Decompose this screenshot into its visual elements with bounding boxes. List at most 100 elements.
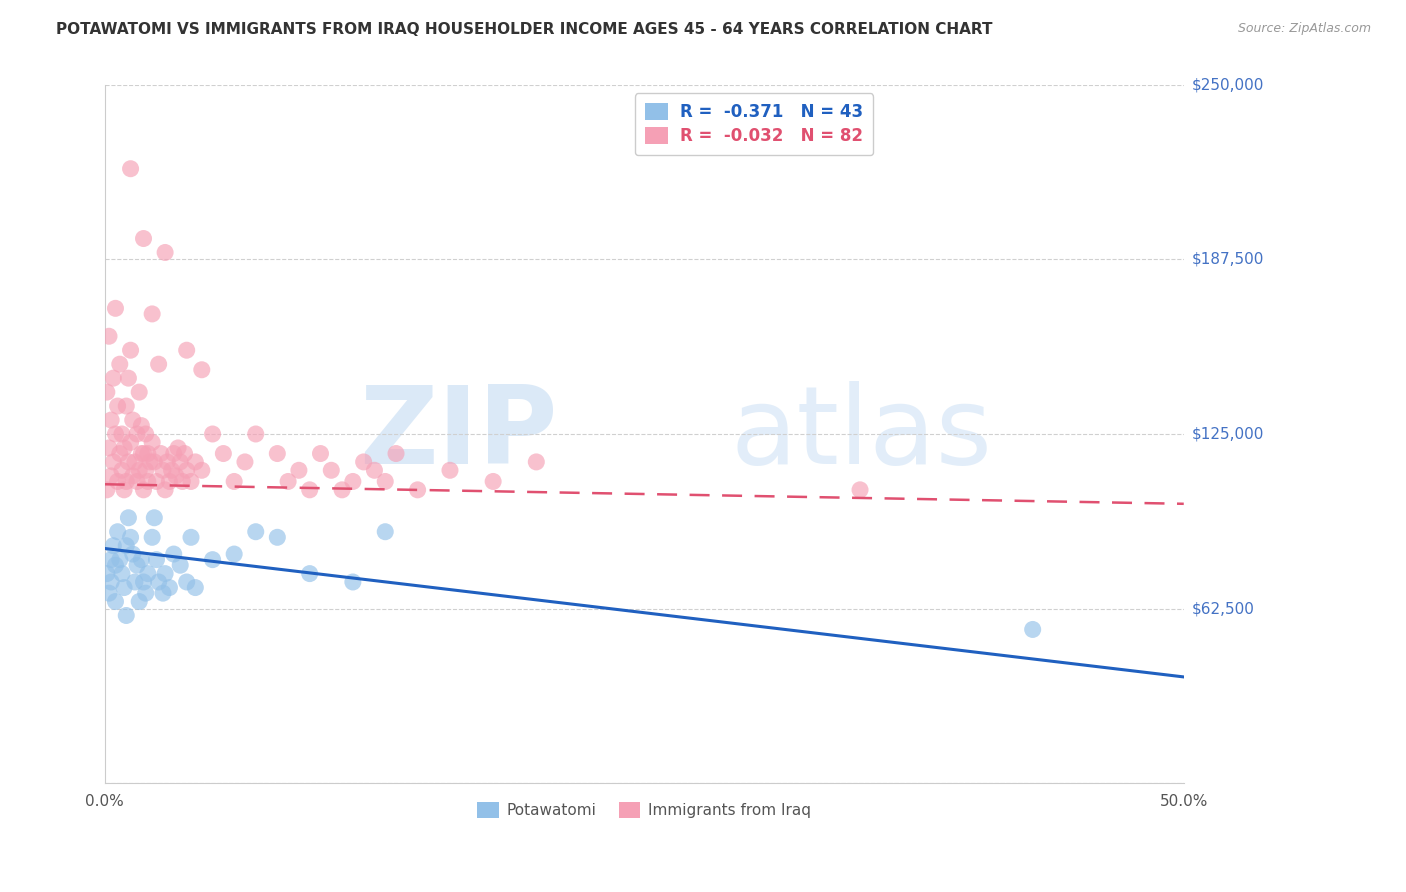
Point — [100, 413, 122, 427]
Point — [135, 463, 157, 477]
Text: $250,000: $250,000 — [1192, 78, 1264, 93]
Point — [136, 446, 159, 460]
Point — [191, 463, 214, 477]
Point — [103, 371, 125, 385]
Point — [120, 435, 142, 450]
Point — [131, 446, 153, 460]
Text: POTAWATOMI VS IMMIGRANTS FROM IRAQ HOUSEHOLDER INCOME AGES 45 - 64 YEARS CORRELA: POTAWATOMI VS IMMIGRANTS FROM IRAQ HOUSE… — [56, 22, 993, 37]
Point — [132, 446, 155, 460]
Point — [117, 510, 139, 524]
Point — [145, 475, 167, 489]
Point — [100, 468, 122, 483]
Point — [104, 594, 127, 608]
Point — [309, 446, 332, 460]
Point — [180, 475, 202, 489]
Point — [96, 385, 118, 400]
Point — [266, 530, 288, 544]
Point — [120, 343, 142, 358]
Point — [224, 475, 246, 489]
Point — [128, 463, 150, 477]
Point — [141, 307, 163, 321]
Point — [117, 371, 139, 385]
Point — [100, 574, 122, 589]
Point — [163, 446, 186, 460]
Point — [104, 427, 127, 442]
Point — [103, 539, 125, 553]
Text: atlas: atlas — [731, 381, 993, 487]
Point — [176, 463, 198, 477]
Point — [342, 475, 364, 489]
Text: Source: ZipAtlas.com: Source: ZipAtlas.com — [1237, 22, 1371, 36]
Point — [125, 475, 148, 489]
Legend: Potawatomi, Immigrants from Iraq: Potawatomi, Immigrants from Iraq — [471, 796, 817, 824]
Point — [363, 463, 385, 477]
Point — [121, 468, 143, 483]
Point — [176, 343, 198, 358]
Point — [107, 524, 129, 539]
Point — [298, 566, 321, 581]
Point — [136, 566, 159, 581]
Point — [135, 586, 157, 600]
Point — [849, 483, 872, 497]
Text: $62,500: $62,500 — [1192, 601, 1256, 616]
Point — [156, 455, 179, 469]
Point — [139, 455, 162, 469]
Point — [98, 329, 121, 343]
Point — [135, 427, 157, 442]
Point — [107, 475, 129, 489]
Point — [191, 363, 214, 377]
Point — [111, 427, 134, 442]
Point — [149, 446, 172, 460]
Point — [1021, 623, 1043, 637]
Point — [96, 566, 118, 581]
Point — [153, 245, 176, 260]
Point — [98, 441, 121, 455]
Point — [132, 574, 155, 589]
Point — [112, 483, 135, 497]
Point — [167, 441, 190, 455]
Point — [112, 581, 135, 595]
Point — [201, 552, 224, 566]
Point — [160, 463, 183, 477]
Point — [172, 475, 194, 489]
Point — [353, 455, 375, 469]
Point — [100, 552, 122, 566]
Point — [112, 441, 135, 455]
Point — [96, 483, 118, 497]
Point — [111, 566, 134, 581]
Point — [406, 483, 429, 497]
Text: $125,000: $125,000 — [1192, 426, 1264, 442]
Point — [152, 586, 174, 600]
Point — [111, 463, 134, 477]
Point — [374, 475, 396, 489]
Point — [141, 530, 163, 544]
Point — [108, 357, 131, 371]
Point — [136, 475, 159, 489]
Point — [143, 455, 166, 469]
Point — [124, 455, 146, 469]
Point — [132, 231, 155, 245]
Point — [131, 418, 153, 433]
Point — [233, 455, 256, 469]
Point — [374, 524, 396, 539]
Point — [115, 539, 138, 553]
Point — [524, 455, 547, 469]
Point — [108, 552, 131, 566]
Point — [145, 552, 167, 566]
Point — [152, 463, 174, 477]
Point — [125, 558, 148, 573]
Point — [224, 547, 246, 561]
Point — [163, 547, 186, 561]
Point — [482, 475, 505, 489]
Point — [169, 455, 191, 469]
Point — [277, 475, 299, 489]
Point — [298, 483, 321, 497]
Point — [288, 463, 311, 477]
Point — [141, 435, 163, 450]
Point — [124, 574, 146, 589]
Point — [157, 581, 180, 595]
Point — [115, 475, 138, 489]
Point — [104, 301, 127, 316]
Point — [98, 586, 121, 600]
Point — [330, 483, 353, 497]
